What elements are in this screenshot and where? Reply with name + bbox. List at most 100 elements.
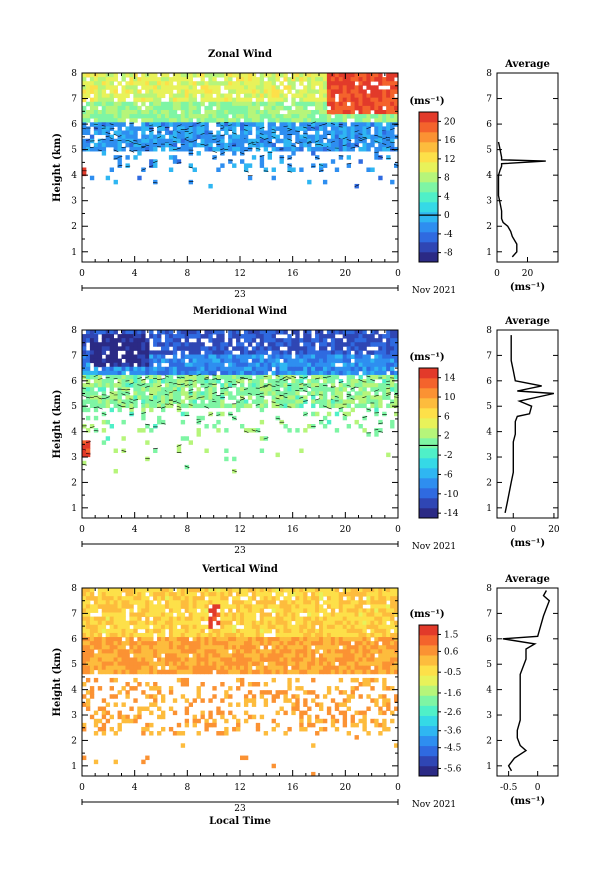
heatmap-cell xyxy=(93,370,99,376)
heatmap-cell xyxy=(168,387,174,392)
heatmap-cell xyxy=(236,399,241,404)
heatmap-cell xyxy=(176,383,182,388)
heatmap-cell xyxy=(370,608,375,613)
heatmap-cell xyxy=(271,362,276,368)
heatmap-cell xyxy=(149,403,154,409)
heatmap-cell xyxy=(137,114,142,119)
heatmap-cell xyxy=(319,134,324,140)
heatmap-cell xyxy=(109,138,114,144)
heatmap-cell xyxy=(113,122,118,127)
heatmap-cell xyxy=(216,661,221,667)
heatmap-cell xyxy=(204,358,209,364)
heatmap-cell xyxy=(157,592,162,597)
heatmap-cell xyxy=(247,657,253,662)
heatmap-cell xyxy=(228,641,233,646)
heatmap-cell xyxy=(358,105,363,111)
heatmap-cell xyxy=(374,338,379,343)
heatmap-cell xyxy=(141,350,146,355)
heatmap-cell xyxy=(255,362,261,368)
heatmap-cell xyxy=(342,628,348,634)
heatmap-cell xyxy=(157,604,162,609)
heatmap-cell xyxy=(342,608,348,613)
heatmap-cell xyxy=(97,126,103,131)
heatmap-cell xyxy=(216,81,221,86)
heatmap-cell xyxy=(164,346,170,351)
heatmap-cell xyxy=(220,346,225,351)
heatmap-cell xyxy=(192,588,197,593)
heatmap-cell xyxy=(184,653,190,658)
contour-segment xyxy=(196,420,202,423)
heatmap-cell xyxy=(192,101,197,107)
heatmap-cell xyxy=(149,97,154,103)
heatmap-cell xyxy=(315,118,320,123)
heatmap-cell xyxy=(251,628,257,634)
heatmap-cell xyxy=(362,130,367,136)
heatmap-cell xyxy=(172,592,178,597)
heatmap-cell xyxy=(299,93,304,99)
heatmap-cell xyxy=(386,130,391,136)
heatmap-cell xyxy=(311,379,316,384)
heatmap-cell xyxy=(275,105,280,111)
heatmap-cell xyxy=(141,122,146,127)
heatmap-cell xyxy=(386,628,391,634)
heatmap-cell xyxy=(109,395,114,400)
heatmap-cell xyxy=(200,661,205,667)
heatmap-cell xyxy=(164,73,170,78)
heatmap-cell xyxy=(279,395,284,400)
heatmap-cell xyxy=(319,101,324,107)
heatmap-cell xyxy=(141,383,146,388)
heatmap-cell xyxy=(259,387,265,392)
heatmap-cell xyxy=(149,592,154,597)
heatmap-cell xyxy=(374,407,379,413)
heatmap-cell xyxy=(220,374,225,380)
heatmap-cell xyxy=(168,362,174,368)
heatmap-cell xyxy=(374,616,379,622)
heatmap-cell xyxy=(168,624,174,630)
heatmap-cell xyxy=(192,645,197,650)
heatmap-cell xyxy=(172,97,178,103)
heatmap-cell xyxy=(180,624,186,630)
heatmap-cell xyxy=(172,387,178,392)
heatmap-cell xyxy=(192,632,197,638)
heatmap-cell xyxy=(382,142,387,148)
heatmap-cell xyxy=(188,661,193,667)
heatmap-cell xyxy=(196,362,201,368)
heatmap-cell xyxy=(153,73,158,78)
heatmap-cell xyxy=(378,138,383,144)
heatmap-cell xyxy=(129,399,134,404)
heatmap-cell xyxy=(145,641,150,646)
heatmap-cell xyxy=(137,146,142,152)
heatmap-cell xyxy=(259,628,265,634)
heatmap-cell xyxy=(315,411,320,417)
heatmap-cell xyxy=(279,391,284,396)
heatmap-cell xyxy=(382,620,387,626)
heatmap-cell xyxy=(311,624,316,630)
heatmap-cell xyxy=(251,77,257,82)
heatmap-cell xyxy=(295,592,300,597)
heatmap-cell xyxy=(350,366,355,372)
heatmap-cell xyxy=(208,596,213,601)
heatmap-cell xyxy=(125,85,130,90)
heatmap-cell xyxy=(267,637,272,642)
heatmap-cell xyxy=(105,637,111,642)
heatmap-cell xyxy=(378,637,383,642)
heatmap-cell xyxy=(157,134,162,140)
heatmap-cell xyxy=(322,130,328,136)
heatmap-cell xyxy=(133,97,138,103)
heatmap-cell xyxy=(220,109,225,115)
heatmap-cell xyxy=(105,620,111,626)
heatmap-cell xyxy=(82,85,87,90)
heatmap-cell xyxy=(279,338,284,343)
heatmap-cell xyxy=(382,334,387,339)
heatmap-cell xyxy=(180,637,186,642)
heatmap-cell xyxy=(295,628,300,634)
heatmap-cell xyxy=(255,122,261,127)
heatmap-cell xyxy=(93,403,99,409)
heatmap-cell xyxy=(334,122,340,127)
heatmap-cell xyxy=(82,632,87,638)
heatmap-cell xyxy=(354,73,359,78)
heatmap-cell xyxy=(113,391,118,396)
heatmap-cell xyxy=(85,653,91,658)
heatmap-cell xyxy=(291,612,296,618)
heatmap-cell xyxy=(105,661,111,667)
